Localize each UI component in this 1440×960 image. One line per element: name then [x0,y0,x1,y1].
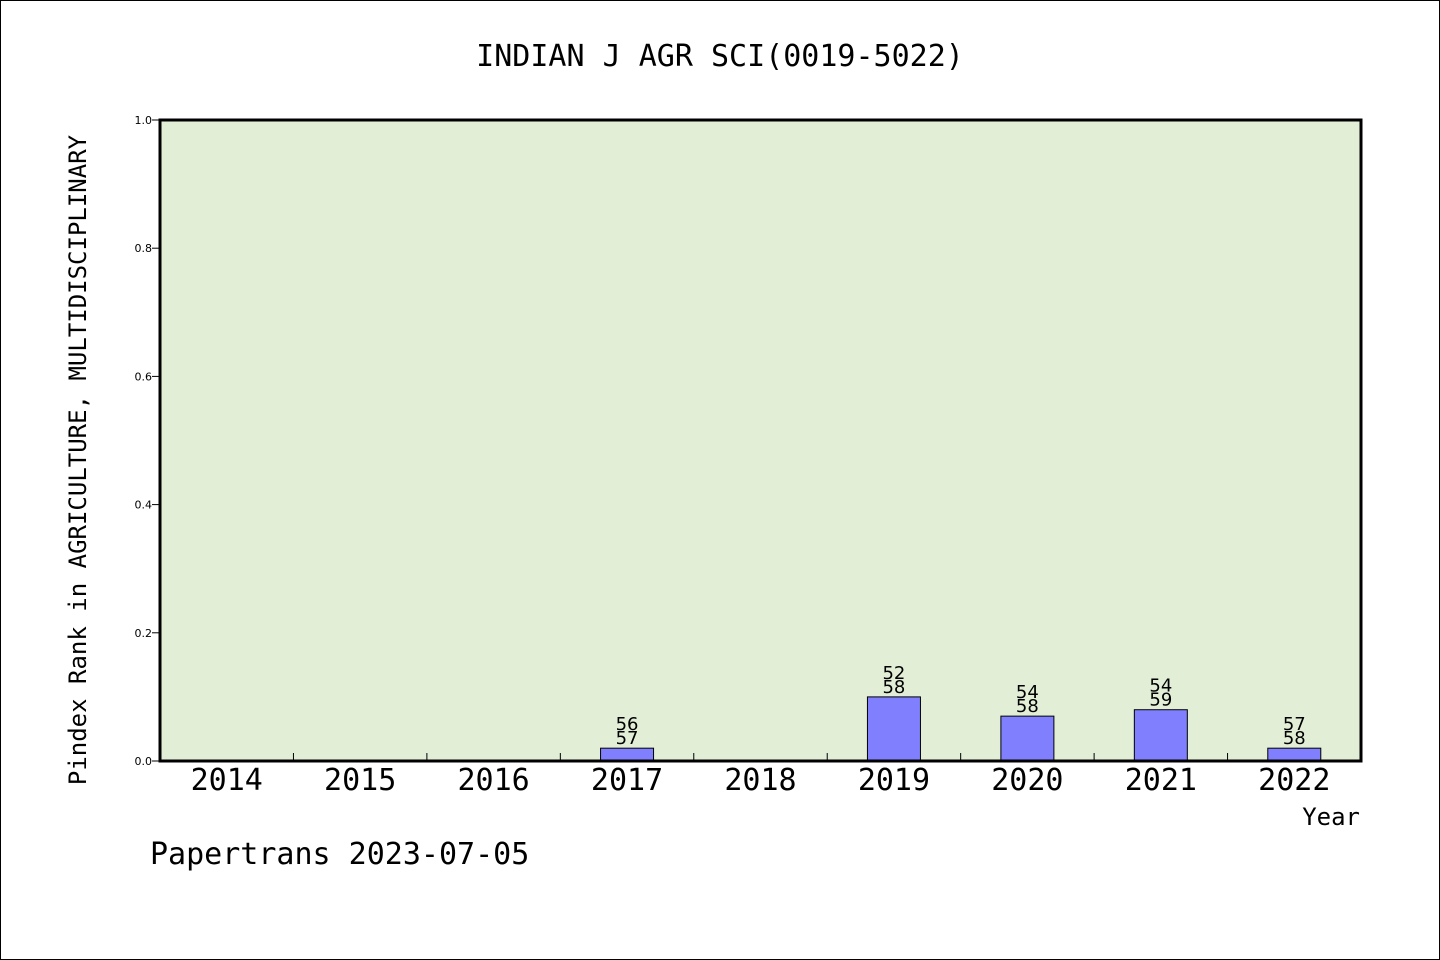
bar-label: 57 [616,728,639,749]
bar-label: 58 [882,677,905,698]
bar-label: 52 [882,663,905,684]
x-tick-label: 2020 [991,763,1063,798]
bar-label: 56 [616,714,639,735]
x-tick-label: 2014 [191,763,263,798]
credit-text: Papertrans 2023-07-05 [150,837,529,872]
bar-2019 [866,696,921,762]
y-tick-label: 0.8 [135,242,153,255]
x-axis: 2014 2015 2016 2017 2018 2019 2020 2021 2022 [191,753,1330,798]
plot-area [160,120,1361,761]
bar-2022 [1267,747,1322,762]
plot-border [158,118,1363,763]
x-axis-label: Year [1302,803,1360,831]
bar-label: 59 [1149,690,1172,711]
x-tick-label: 2019 [858,763,930,798]
y-tick-label: 0.2 [135,627,153,640]
bar-label: 54 [1016,682,1039,703]
x-tick-label: 2017 [591,763,663,798]
chart-title: INDIAN J AGR SCI(0019-5022) [476,39,964,74]
bar-label: 57 [1283,714,1306,735]
y-tick-label: 0.4 [135,499,153,512]
y-tick-label: 1.0 [135,114,153,127]
x-tick-label: 2016 [457,763,529,798]
bar-label: 54 [1149,676,1172,697]
x-tick-label: 2015 [324,763,396,798]
bar-2017 [600,747,655,762]
y-axis: 0.0 0.2 0.4 0.6 0.8 1.0 [135,114,160,768]
y-tick-label: 0.0 [135,755,153,768]
y-tick-label: 0.6 [135,370,153,383]
x-tick-label: 2018 [724,763,796,798]
bar-label: 58 [1283,728,1306,749]
bar-label: 58 [1016,696,1039,717]
bar-2021 [1133,709,1188,762]
x-tick-label: 2022 [1258,763,1330,798]
bar-2020 [1000,715,1055,762]
x-tick-label: 2021 [1125,763,1197,798]
y-axis-label: Pindex Rank in AGRICULTURE, MULTIDISCIPL… [64,134,92,785]
bar-series [600,696,1322,762]
